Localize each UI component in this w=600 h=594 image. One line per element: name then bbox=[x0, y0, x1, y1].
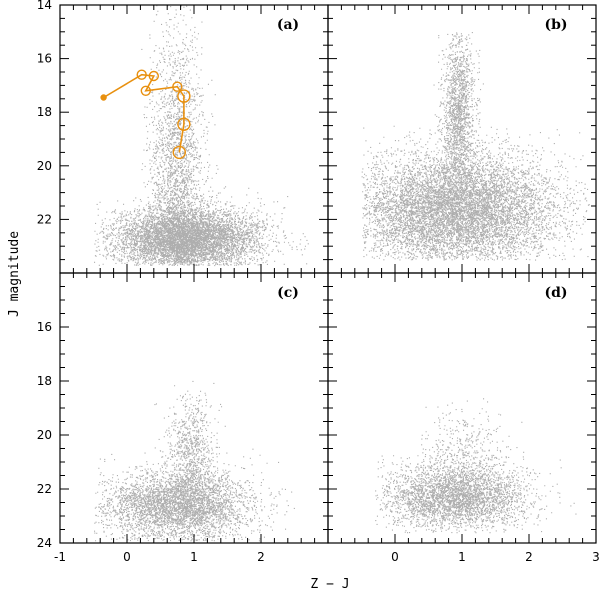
track-point bbox=[172, 81, 183, 92]
track-point bbox=[136, 69, 147, 80]
panel-ticks bbox=[327, 272, 597, 544]
track-point bbox=[140, 85, 152, 97]
panel-ticks bbox=[327, 4, 597, 274]
tick-label: 18 bbox=[37, 105, 52, 119]
tick-label: -1 bbox=[54, 550, 66, 564]
tick-label: 0 bbox=[123, 550, 131, 564]
tick-label: 0 bbox=[391, 550, 399, 564]
tick-label: 2 bbox=[525, 550, 533, 564]
panel-label: (d) bbox=[544, 285, 567, 301]
tick-label: 20 bbox=[37, 159, 52, 173]
orange-track bbox=[100, 69, 191, 160]
star-points bbox=[94, 5, 309, 267]
panel-ticks bbox=[59, 4, 329, 274]
star-points bbox=[361, 32, 590, 261]
tick-label: 16 bbox=[37, 52, 52, 66]
track-point bbox=[172, 145, 187, 160]
tick-label: 22 bbox=[37, 482, 52, 496]
tick-label: 2 bbox=[257, 550, 265, 564]
panel-frame bbox=[327, 272, 597, 544]
track-point bbox=[148, 70, 160, 82]
panel-c: (c) bbox=[94, 285, 299, 542]
tick-label: 20 bbox=[37, 428, 52, 442]
track-point bbox=[177, 117, 191, 132]
panel-a: (a) bbox=[94, 5, 309, 267]
track-point bbox=[100, 94, 107, 101]
tick-label: 3 bbox=[592, 550, 600, 564]
track-line bbox=[103, 73, 185, 153]
star-points bbox=[375, 398, 577, 534]
panel-label: (c) bbox=[277, 285, 299, 301]
tick-label: 24 bbox=[37, 536, 52, 550]
y-axis-title: J magnitude bbox=[7, 231, 22, 317]
panel-label: (b) bbox=[544, 17, 567, 33]
tick-label: 1 bbox=[458, 550, 466, 564]
panel-b: (b) bbox=[361, 17, 590, 261]
panel-label: (a) bbox=[277, 17, 299, 33]
panels-layer: (a) (b) (c) (d) bbox=[94, 5, 590, 542]
tick-label: 18 bbox=[37, 374, 52, 388]
panel-ticks bbox=[59, 272, 329, 544]
tick-label: 16 bbox=[37, 320, 52, 334]
tick-label: 22 bbox=[37, 212, 52, 226]
tick-label: 1 bbox=[190, 550, 198, 564]
tick-label: 14 bbox=[37, 0, 52, 12]
x-axis-title: Z − J bbox=[310, 577, 349, 592]
star-points bbox=[94, 380, 295, 542]
panel-d: (d) bbox=[375, 285, 577, 534]
track-point bbox=[177, 89, 191, 103]
